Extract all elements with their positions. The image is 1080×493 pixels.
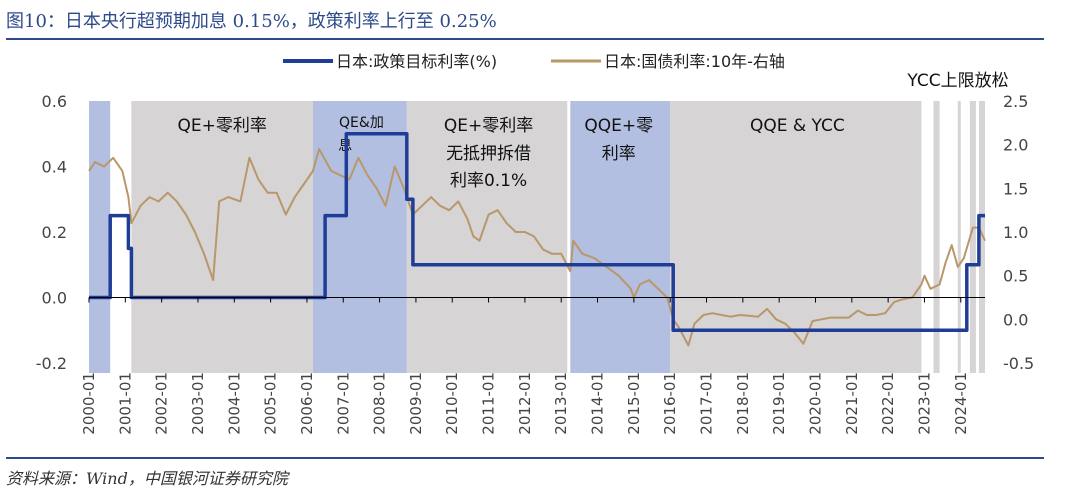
x-tick-label: 2000-01 <box>80 372 98 435</box>
legend-label-yield: 日本:国债利率:10年-右轴 <box>604 52 785 71</box>
x-tick-label: 2002-01 <box>153 372 171 435</box>
x-tick-label: 2023-01 <box>916 372 934 435</box>
axes: 0.6 0.4 0.2 0.0 -0.2 2.5 2.0 1.5 1.0 0.5 0.0 -0.5 20… <box>36 92 1034 435</box>
shaded-region <box>978 101 985 373</box>
x-tick-label: 2022-01 <box>879 372 897 435</box>
x-tick-label: 2016-01 <box>661 372 679 435</box>
x-tick-label: 2019-01 <box>770 372 788 435</box>
region-label: QE&加 <box>339 115 384 131</box>
region-label: 无抵押拆借 <box>446 144 531 164</box>
x-tick-label: 2010-01 <box>443 372 461 435</box>
left-tick-label: 0.6 <box>42 92 67 111</box>
right-tick-label: -0.5 <box>1003 354 1034 373</box>
left-tick-label: 0.4 <box>42 158 67 177</box>
x-tick-label: 2004-01 <box>225 372 243 435</box>
x-tick-label: 2006-01 <box>298 372 316 435</box>
right-tick-label: 2.5 <box>1003 92 1028 111</box>
x-tick-label: 2001-01 <box>116 372 134 435</box>
shaded-region <box>957 101 961 373</box>
x-tick-label: 2021-01 <box>843 372 861 435</box>
x-tick-label: 2009-01 <box>407 372 425 435</box>
bond-yield-line <box>88 148 986 347</box>
right-tick-label: 2.0 <box>1003 136 1028 155</box>
legend-label-policy: 日本:政策目标利率(%) <box>336 52 497 71</box>
ycc-annotation: YCC上限放松 <box>906 71 1008 91</box>
region-label: QE+零利率 <box>178 116 267 136</box>
x-tick-label: 2011-01 <box>480 372 498 435</box>
x-tick-label: 2008-01 <box>371 372 389 435</box>
x-tick-label: 2020-01 <box>807 372 825 435</box>
left-tick-label: 0.2 <box>42 223 67 242</box>
shaded-regions <box>89 101 985 373</box>
shaded-region <box>313 101 407 373</box>
x-tick-label: 2012-01 <box>516 372 534 435</box>
right-tick-label: 1.0 <box>1003 223 1028 242</box>
region-label: QQE & YCC <box>750 116 845 136</box>
x-tick-label: 2007-01 <box>334 372 352 435</box>
x-tick-label: 2003-01 <box>189 372 207 435</box>
x-tick-label: 2013-01 <box>552 372 570 435</box>
x-tick-label: 2015-01 <box>625 372 643 435</box>
shaded-region <box>933 101 940 373</box>
shaded-region <box>406 101 568 373</box>
x-tick-label: 2018-01 <box>734 372 752 435</box>
figure-title: 图10：日本央行超预期加息 0.15%，政策利率上行至 0.25% <box>6 11 497 32</box>
title-rule <box>6 38 1044 40</box>
shaded-region <box>89 101 111 373</box>
right-tick-label: 0.5 <box>1003 267 1028 286</box>
shaded-region <box>670 101 922 373</box>
region-label: QE+零利率 <box>444 116 533 136</box>
left-tick-label: -0.2 <box>36 354 67 373</box>
footer-rule <box>6 457 1044 459</box>
source-note: 资料来源：Wind，中国银河证券研究院 <box>6 469 288 488</box>
x-tick-label: 2024-01 <box>952 372 970 435</box>
left-tick-label: 0.0 <box>42 289 67 308</box>
x-tick-label: 2017-01 <box>698 372 716 435</box>
right-tick-label: 0.0 <box>1003 310 1028 329</box>
shaded-region <box>131 101 313 373</box>
right-tick-label: 1.5 <box>1003 179 1028 198</box>
region-label: QQE+零 <box>584 116 653 136</box>
shaded-region <box>570 101 671 373</box>
region-label: 利率0.1% <box>450 171 527 191</box>
x-tick-label: 2005-01 <box>262 372 280 435</box>
shaded-region <box>969 101 976 373</box>
legend: 日本:政策目标利率(%) 日本:国债利率:10年-右轴 <box>283 52 785 71</box>
annotations: YCC上限放松 <box>906 71 1008 91</box>
x-tick-label: 2014-01 <box>589 372 607 435</box>
region-label: 利率 <box>602 144 636 164</box>
